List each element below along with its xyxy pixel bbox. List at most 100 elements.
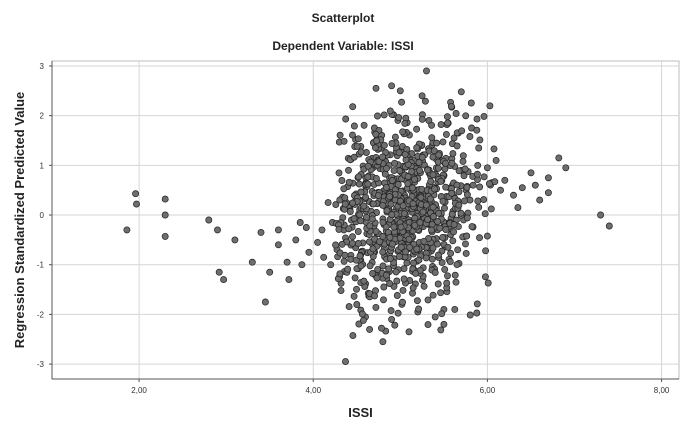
- data-point: [341, 251, 349, 259]
- data-point: [408, 168, 416, 176]
- data-point: [476, 183, 484, 191]
- data-point: [376, 238, 384, 246]
- data-point: [544, 174, 552, 182]
- data-point: [335, 169, 343, 177]
- data-point: [355, 173, 363, 181]
- data-point: [481, 210, 489, 218]
- data-point: [327, 261, 335, 269]
- data-point: [448, 159, 456, 167]
- data-point: [434, 251, 442, 259]
- data-point: [418, 92, 426, 100]
- data-point: [468, 223, 476, 231]
- data-point: [396, 87, 404, 95]
- data-point: [371, 292, 379, 300]
- data-point: [342, 358, 349, 366]
- data-point: [296, 219, 304, 226]
- data-point: [429, 291, 437, 299]
- data-point: [357, 262, 365, 270]
- data-point: [428, 121, 436, 129]
- data-point: [440, 320, 448, 328]
- data-point: [379, 262, 387, 270]
- data-point: [320, 253, 328, 261]
- data-point: [439, 234, 447, 241]
- data-point: [452, 110, 460, 117]
- data-point: [399, 128, 407, 136]
- data-point: [292, 236, 300, 244]
- data-point: [386, 193, 394, 201]
- data-point: [356, 252, 364, 260]
- data-point: [354, 240, 362, 247]
- data-point: [375, 157, 383, 165]
- data-point: [214, 226, 221, 234]
- data-point: [442, 183, 450, 191]
- data-point: [215, 268, 223, 276]
- data-point: [427, 177, 435, 185]
- data-point: [344, 265, 352, 273]
- data-point: [416, 218, 424, 226]
- scatter-points: [123, 67, 613, 366]
- data-point: [473, 309, 481, 317]
- data-point: [365, 238, 373, 246]
- data-point: [461, 197, 468, 205]
- data-point: [480, 173, 488, 181]
- data-point: [355, 320, 363, 328]
- data-point: [400, 275, 408, 283]
- data-point: [460, 172, 468, 180]
- data-point: [439, 138, 447, 146]
- data-point: [434, 164, 442, 172]
- data-point: [514, 204, 522, 212]
- data-point: [449, 237, 457, 245]
- data-point: [379, 201, 387, 209]
- data-point: [399, 298, 406, 306]
- data-point: [444, 243, 452, 251]
- data-point: [476, 136, 484, 144]
- data-point: [412, 269, 420, 277]
- data-point: [349, 199, 357, 207]
- data-point: [431, 185, 438, 193]
- data-point: [413, 297, 421, 305]
- data-point: [402, 248, 410, 256]
- data-point: [429, 153, 437, 161]
- data-point: [390, 223, 398, 231]
- data-point: [388, 211, 396, 219]
- data-point: [442, 226, 450, 233]
- data-point: [437, 121, 445, 129]
- data-point: [274, 226, 282, 234]
- data-point: [406, 243, 414, 251]
- data-point: [332, 241, 340, 249]
- data-point: [463, 214, 471, 222]
- data-point: [434, 280, 442, 288]
- data-point: [373, 137, 380, 145]
- data-point: [409, 200, 417, 208]
- data-point: [428, 255, 436, 263]
- data-point: [220, 276, 228, 284]
- data-point: [437, 326, 445, 334]
- data-point: [433, 139, 441, 147]
- data-point: [413, 245, 421, 253]
- data-point: [439, 197, 447, 205]
- data-point: [358, 310, 366, 318]
- data-point: [374, 265, 382, 273]
- data-point: [419, 208, 427, 216]
- data-point: [353, 285, 360, 293]
- data-point: [413, 125, 421, 133]
- data-point: [132, 190, 140, 198]
- data-point: [338, 177, 346, 184]
- data-point: [366, 325, 374, 333]
- data-point: [447, 249, 455, 257]
- data-point: [283, 258, 291, 266]
- y-tick-label: 3: [40, 62, 45, 71]
- data-point: [341, 200, 349, 208]
- data-point: [444, 119, 452, 127]
- data-point: [429, 244, 437, 252]
- data-point: [257, 228, 265, 236]
- data-point: [366, 222, 374, 230]
- data-point: [349, 332, 357, 340]
- data-point: [261, 298, 269, 306]
- data-point: [357, 188, 365, 196]
- y-tick-label: 2: [40, 112, 45, 121]
- data-point: [457, 209, 465, 217]
- data-point: [369, 269, 377, 277]
- data-point: [349, 131, 356, 139]
- data-point: [161, 232, 169, 240]
